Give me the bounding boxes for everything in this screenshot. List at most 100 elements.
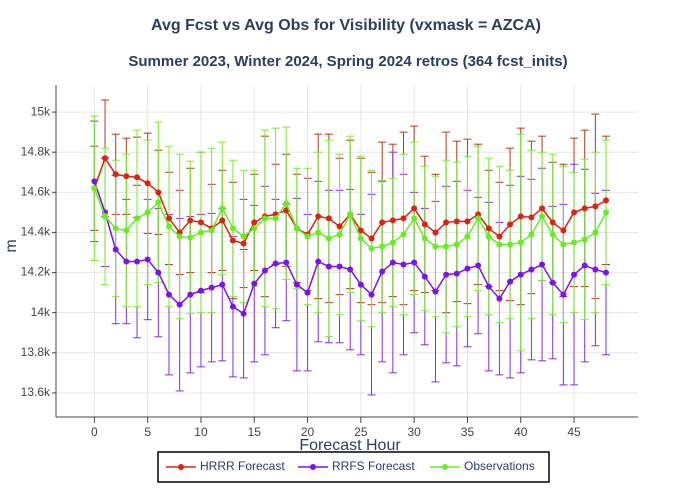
data-point bbox=[251, 280, 258, 287]
data-point bbox=[549, 219, 556, 226]
data-point bbox=[134, 258, 141, 265]
data-point bbox=[123, 227, 130, 234]
data-point bbox=[325, 215, 332, 222]
x-tick-label: 20 bbox=[301, 425, 315, 439]
data-point bbox=[102, 155, 109, 162]
data-point bbox=[144, 209, 151, 216]
data-point bbox=[240, 233, 247, 240]
data-point bbox=[272, 260, 279, 267]
y-tick-label: 14.8k bbox=[21, 144, 51, 158]
data-point bbox=[496, 233, 503, 240]
data-point bbox=[368, 245, 375, 252]
data-point bbox=[134, 215, 141, 222]
x-tick-label: 45 bbox=[567, 425, 581, 439]
data-point bbox=[528, 231, 535, 238]
data-point bbox=[379, 243, 386, 250]
data-point bbox=[251, 219, 258, 226]
data-point bbox=[507, 278, 514, 285]
data-point bbox=[592, 229, 599, 236]
data-point bbox=[325, 263, 332, 270]
data-point bbox=[485, 233, 492, 240]
data-point bbox=[464, 218, 471, 225]
x-tick-label: 35 bbox=[461, 425, 475, 439]
data-point bbox=[560, 241, 567, 248]
data-point bbox=[453, 241, 460, 248]
data-point bbox=[357, 227, 364, 234]
data-point bbox=[539, 205, 546, 212]
data-point bbox=[443, 219, 450, 226]
y-tick-label: 13.6k bbox=[21, 385, 51, 399]
data-point bbox=[421, 235, 428, 242]
legend-label: HRRR Forecast bbox=[200, 459, 285, 473]
data-point bbox=[475, 215, 482, 222]
legend-label: Observations bbox=[464, 459, 535, 473]
data-point bbox=[571, 209, 578, 216]
chart-title: Avg Fcst vs Avg Obs for Visibility (vxma… bbox=[151, 17, 541, 34]
data-point bbox=[581, 205, 588, 212]
data-point bbox=[336, 223, 343, 230]
y-axis-label: m bbox=[3, 239, 20, 252]
data-point bbox=[219, 217, 226, 224]
data-point bbox=[496, 295, 503, 302]
data-point bbox=[421, 273, 428, 280]
data-point bbox=[368, 235, 375, 242]
data-point bbox=[293, 225, 300, 232]
data-point bbox=[528, 214, 535, 221]
data-point bbox=[603, 209, 610, 216]
data-point bbox=[549, 279, 556, 286]
data-point bbox=[507, 241, 514, 248]
data-point bbox=[336, 231, 343, 238]
data-point bbox=[357, 281, 364, 288]
data-point bbox=[603, 269, 610, 276]
data-point bbox=[464, 265, 471, 272]
data-point bbox=[229, 225, 236, 232]
data-point bbox=[400, 231, 407, 238]
data-point bbox=[187, 234, 194, 241]
data-point bbox=[165, 291, 172, 298]
data-point bbox=[336, 263, 343, 270]
data-point bbox=[261, 215, 268, 222]
data-point bbox=[400, 215, 407, 222]
data-point bbox=[208, 284, 215, 291]
data-point bbox=[379, 268, 386, 275]
data-point bbox=[165, 223, 172, 230]
data-point bbox=[411, 259, 418, 266]
data-point bbox=[368, 291, 375, 298]
data-point bbox=[123, 173, 130, 180]
data-point bbox=[315, 213, 322, 220]
data-point bbox=[389, 259, 396, 266]
data-point bbox=[261, 267, 268, 274]
data-point bbox=[229, 237, 236, 244]
data-point bbox=[603, 197, 610, 204]
data-point bbox=[144, 180, 151, 187]
data-point bbox=[155, 269, 162, 276]
data-point bbox=[251, 225, 258, 232]
data-point bbox=[91, 178, 98, 185]
data-point bbox=[197, 219, 204, 226]
data-point bbox=[560, 227, 567, 234]
data-point bbox=[176, 233, 183, 240]
y-tick-label: 13.8k bbox=[21, 345, 51, 359]
data-point bbox=[325, 235, 332, 242]
data-point bbox=[453, 270, 460, 277]
data-point bbox=[102, 213, 109, 220]
legend-marker bbox=[178, 464, 184, 470]
data-point bbox=[539, 261, 546, 268]
data-point bbox=[144, 256, 151, 263]
data-point bbox=[219, 281, 226, 288]
data-point bbox=[187, 217, 194, 224]
data-point bbox=[592, 203, 599, 210]
x-tick-label: 25 bbox=[354, 425, 368, 439]
data-point bbox=[112, 225, 119, 232]
data-point bbox=[155, 189, 162, 196]
data-point bbox=[304, 289, 311, 296]
data-point bbox=[389, 217, 396, 224]
data-point bbox=[304, 233, 311, 240]
data-point bbox=[517, 213, 524, 220]
data-point bbox=[411, 205, 418, 212]
data-point bbox=[357, 235, 364, 242]
data-point bbox=[123, 258, 130, 265]
data-point bbox=[411, 215, 418, 222]
data-point bbox=[229, 303, 236, 310]
